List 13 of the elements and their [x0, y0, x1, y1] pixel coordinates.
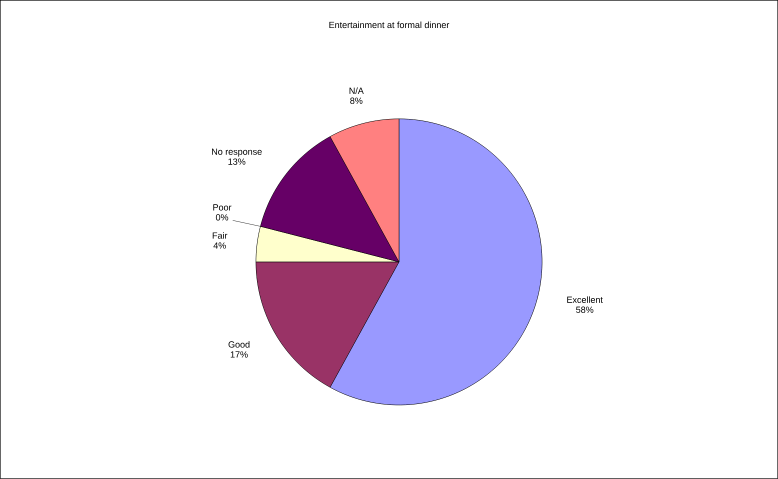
slice-label: N/A	[350, 87, 364, 94]
data-label: 8%	[350, 98, 362, 104]
chart-title: Entertainment at formal dinner	[329, 22, 450, 28]
data-label: 17%	[230, 351, 248, 358]
data-label: 13%	[228, 158, 246, 165]
data-label: 4%	[213, 242, 226, 249]
slice-label: Fair	[212, 232, 228, 239]
slice-label: Good	[228, 341, 250, 348]
data-label: 58%	[576, 306, 594, 313]
slice-label: Excellent	[567, 296, 603, 304]
slice-label: No response	[212, 148, 262, 157]
text: 0%	[216, 214, 228, 221]
category-label: Poor	[213, 204, 232, 211]
